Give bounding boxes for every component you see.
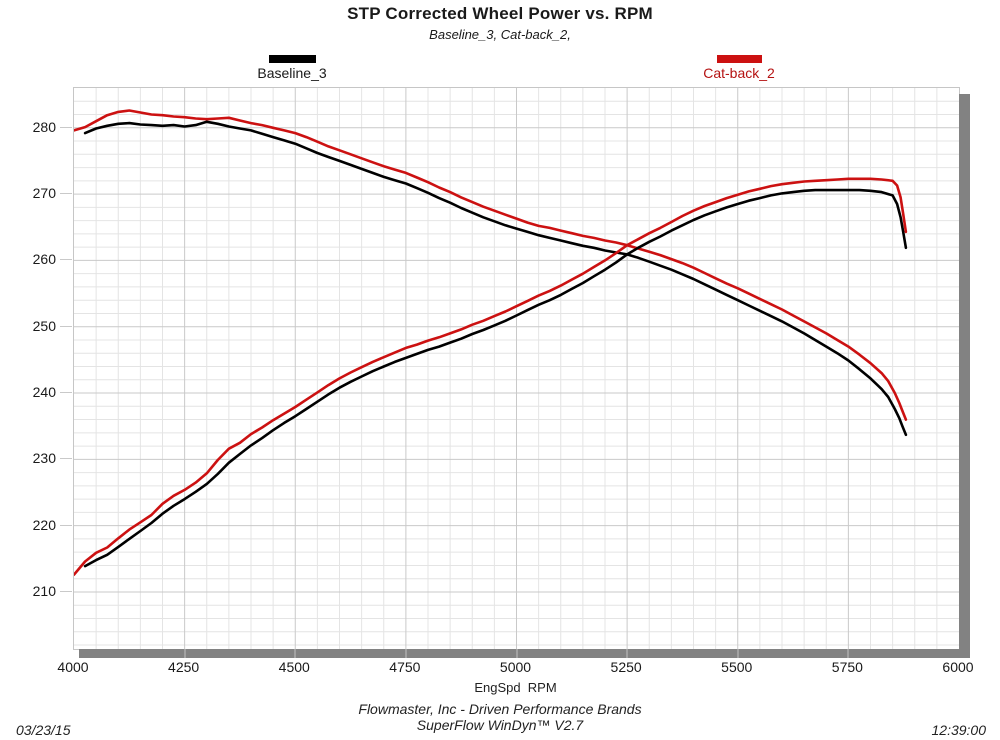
x-tick-label: 4000 [57,659,89,675]
y-tick-mark [60,590,72,592]
y-tick-label: 220 [32,516,56,533]
y-tick-label: 240 [32,384,56,401]
series-line-baseline-3-ascending-curve [83,188,908,568]
x-tick-label: 4500 [278,659,310,675]
y-tick-label: 270 [32,185,56,202]
y-tick-mark [60,524,72,526]
right-shadow-bar [959,94,970,658]
legend-swatch-baseline [268,55,316,63]
legend-swatch-catback [716,55,762,63]
bottom-shadow-bar [79,649,970,658]
y-tick-label: 260 [32,251,56,268]
footer-company: Flowmaster, Inc - Driven Performance Bra… [358,701,642,717]
footer-time: 12:39:00 [931,722,987,738]
chart-subtitle: Baseline_3, Cat-back_2, [429,27,571,42]
y-tick-label: 250 [32,317,56,334]
legend-item-baseline: Baseline_3 [252,55,332,81]
series-line-cat-back-2-descending-curve [74,109,908,421]
y-tick-mark [60,458,72,460]
x-axis-bar-notch [847,649,850,658]
y-tick-mark [60,126,72,128]
x-axis-bar-notch [294,649,297,658]
y-tick-mark [60,325,72,327]
x-axis-bar-notch [626,649,629,658]
x-axis-bar-notch [736,649,739,658]
x-axis-bar-notch [183,649,186,658]
legend-label-catback: Cat-back_2 [703,65,775,81]
x-tick-label: 5500 [721,659,753,675]
legend-item-catback: Cat-back_2 [697,55,781,81]
y-tick-mark [60,259,72,261]
x-tick-label: 4250 [168,659,200,675]
footer-software: SuperFlow WinDyn™ V2.7 [416,717,584,733]
x-tick-label: 5750 [831,659,863,675]
y-tick-label: 210 [32,582,56,599]
x-axis-title: EngSpd RPM [474,680,557,695]
page-title: STP Corrected Wheel Power vs. RPM [347,4,653,23]
footer-date: 03/23/15 [16,722,71,738]
x-tick-label: 5000 [499,659,532,675]
x-tick-label: 5250 [610,659,642,675]
x-tick-label: 6000 [942,659,974,675]
y-tick-label: 230 [32,450,56,467]
series-line-baseline-3-descending-curve [83,120,908,437]
x-tick-label: 4750 [389,659,421,675]
y-tick-label: 280 [32,118,56,135]
plot-area [73,87,960,650]
y-tick-mark [60,193,72,195]
x-axis-bar-notch [515,649,518,658]
legend-label-baseline: Baseline_3 [257,65,327,81]
y-tick-mark [60,392,72,394]
x-axis-bar-notch [404,649,407,658]
series-line-cat-back-2-ascending-curve [74,177,908,577]
